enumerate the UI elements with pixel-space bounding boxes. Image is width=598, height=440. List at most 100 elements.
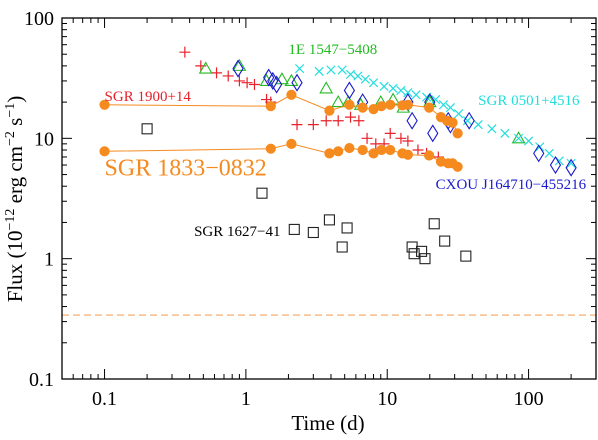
data-point-cross xyxy=(360,74,370,84)
data-point-cross xyxy=(500,128,510,138)
data-point-square xyxy=(408,248,420,260)
data-point-plus xyxy=(412,144,424,156)
ticks-layer: 0.1 1 10 100 0.1 1 10 100 xyxy=(24,8,597,410)
data-point-circle xyxy=(265,101,276,112)
series-annotation: SGR 1900+14 xyxy=(105,89,192,105)
data-point-square xyxy=(460,250,472,262)
data-point-circle xyxy=(376,144,387,156)
data-point-plus xyxy=(332,115,344,127)
data-point-plus xyxy=(353,115,365,127)
data-point-plus xyxy=(320,115,332,127)
x-tick-label: 10 xyxy=(377,388,397,410)
data-point-circle xyxy=(447,117,458,128)
data-point-plus xyxy=(395,132,407,144)
data-point-cross xyxy=(337,65,347,75)
data-point-square xyxy=(336,241,348,253)
x-tick-label: 1 xyxy=(241,388,251,410)
data-point-cross xyxy=(295,63,305,74)
data-point-cross xyxy=(453,109,464,119)
data-point-cross xyxy=(513,133,524,143)
x-tick-label: 100 xyxy=(514,388,544,410)
data-point-square xyxy=(439,235,451,247)
y-axis-title-part: erg cm xyxy=(3,146,27,209)
data-point-plus xyxy=(195,60,207,72)
data-point-plus xyxy=(402,135,414,147)
data-point-circle xyxy=(452,128,463,139)
data-point-diamond xyxy=(406,111,418,130)
data-point-square xyxy=(428,218,440,230)
y-axis-title-sup: −2 xyxy=(3,131,18,146)
plot-layer: SGR 1900+14 1E 1547−5408 SGR 0501+4516 SGR … xyxy=(62,42,596,316)
y-tick-label: 0.1 xyxy=(29,369,54,391)
data-point-cross xyxy=(326,65,336,75)
data-point-diamond xyxy=(565,158,577,177)
data-point-plus xyxy=(384,127,396,139)
data-point-cross xyxy=(379,81,389,92)
data-point-cross xyxy=(314,66,324,77)
data-point-circle xyxy=(424,150,435,161)
data-point-cross xyxy=(396,85,406,96)
data-point-triangle xyxy=(511,131,526,144)
data-point-circle xyxy=(286,89,297,100)
data-point-circle xyxy=(265,143,276,154)
data-point-plus xyxy=(179,46,191,58)
y-axis-title-part: Flux (10 xyxy=(3,230,27,302)
data-point-triangle xyxy=(259,73,274,86)
data-point-circle xyxy=(344,142,355,154)
data-point-diamond xyxy=(343,81,356,100)
data-point-cross xyxy=(487,124,497,134)
data-point-triangle xyxy=(275,72,289,85)
plot-frame xyxy=(61,17,597,380)
data-point-plus xyxy=(222,70,234,82)
data-point-plus xyxy=(307,119,319,131)
data-point-plus xyxy=(211,67,223,79)
x-axis-title: Time (d) xyxy=(291,411,364,435)
data-point-circle xyxy=(324,148,335,159)
data-point-circle xyxy=(99,146,110,157)
y-axis-title-sup: −1 xyxy=(3,103,18,118)
data-point-diamond xyxy=(533,144,545,163)
data-point-square xyxy=(256,187,268,199)
data-point-square xyxy=(323,214,335,226)
data-point-triangle xyxy=(232,58,247,71)
data-point-cross xyxy=(544,148,554,158)
data-point-cross xyxy=(523,136,534,146)
data-point-cross xyxy=(438,100,449,110)
y-axis-title: Flux (10−12 erg cm−2 s−1) xyxy=(3,96,27,303)
data-point-square xyxy=(419,253,431,265)
data-point-circle xyxy=(424,102,435,113)
data-point-triangle xyxy=(198,61,213,74)
data-point-plus xyxy=(241,77,253,89)
data-point-cross xyxy=(445,102,456,113)
data-point-cross xyxy=(388,83,398,94)
data-point-cross xyxy=(473,119,483,130)
data-point-diamond xyxy=(291,73,303,92)
data-point-triangle xyxy=(284,73,299,86)
data-point-cross xyxy=(430,94,441,105)
data-point-square xyxy=(341,222,353,234)
data-point-square xyxy=(416,245,428,257)
series-annotation: SGR 1627−41 xyxy=(194,224,280,240)
data-point-circle xyxy=(402,149,413,160)
series-annotation: SGR 0501+4516 xyxy=(478,93,580,109)
data-point-square xyxy=(288,223,300,235)
data-point-plus xyxy=(233,75,245,87)
data-point-diamond xyxy=(427,124,439,143)
x-tick-label: 0.1 xyxy=(92,388,117,410)
data-point-cross xyxy=(566,158,576,168)
data-point-cross xyxy=(353,71,363,81)
data-point-cross xyxy=(368,78,379,88)
data-point-circle xyxy=(402,99,413,110)
y-tick-label: 1 xyxy=(44,249,54,271)
y-axis-title-part: ) xyxy=(3,96,27,103)
data-point-circle xyxy=(344,99,355,110)
data-point-circle xyxy=(333,146,344,157)
data-point-cross xyxy=(345,69,356,80)
data-point-triangle xyxy=(319,81,334,94)
data-point-diamond xyxy=(270,75,283,94)
data-point-cross xyxy=(462,116,473,126)
y-axis-title-part: s xyxy=(3,118,27,131)
data-point-plus xyxy=(291,119,303,131)
